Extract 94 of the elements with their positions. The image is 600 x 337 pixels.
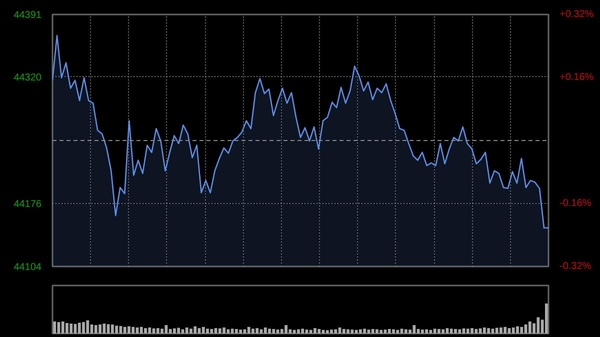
bar bbox=[247, 326, 250, 334]
y-tick-label: 44391 bbox=[14, 10, 42, 21]
y2-tick-label: -0.32% bbox=[560, 261, 592, 272]
bar bbox=[442, 329, 445, 334]
bar bbox=[172, 328, 176, 334]
bar bbox=[504, 326, 507, 334]
bar bbox=[396, 330, 400, 334]
bar bbox=[458, 329, 462, 334]
bar bbox=[516, 326, 519, 334]
bar bbox=[239, 330, 242, 334]
bar bbox=[210, 329, 214, 334]
bar bbox=[495, 328, 498, 334]
bar bbox=[420, 330, 424, 334]
bar bbox=[346, 329, 350, 334]
bar bbox=[350, 330, 354, 334]
bar bbox=[70, 324, 73, 334]
bar bbox=[544, 304, 548, 334]
bar bbox=[78, 322, 81, 334]
bar bbox=[412, 325, 416, 334]
bar bbox=[296, 329, 300, 334]
y2-tick-label: -0.16% bbox=[560, 198, 592, 209]
bar bbox=[234, 329, 238, 334]
y2-tick-label: +0.32% bbox=[560, 9, 594, 20]
bar bbox=[202, 326, 205, 334]
bar bbox=[256, 328, 259, 334]
bar bbox=[222, 328, 226, 334]
bar bbox=[380, 330, 383, 334]
bar bbox=[388, 329, 391, 334]
bar bbox=[280, 329, 284, 334]
bar bbox=[132, 326, 135, 334]
bar bbox=[194, 326, 197, 334]
bar bbox=[466, 328, 470, 334]
bar bbox=[98, 324, 102, 334]
bar bbox=[342, 329, 346, 334]
bar bbox=[272, 329, 276, 334]
bar bbox=[326, 330, 329, 334]
y-tick-label: 44104 bbox=[14, 262, 42, 273]
bar bbox=[474, 329, 478, 334]
bar bbox=[148, 328, 152, 334]
bar bbox=[128, 326, 130, 334]
bar bbox=[102, 324, 106, 334]
y-tick-label: 44176 bbox=[14, 198, 42, 210]
bar bbox=[392, 329, 395, 334]
bar bbox=[330, 330, 333, 334]
bar bbox=[156, 328, 160, 334]
bar bbox=[177, 328, 180, 334]
bar bbox=[404, 329, 408, 334]
bar bbox=[363, 328, 366, 334]
bar bbox=[82, 322, 85, 334]
bar bbox=[500, 328, 502, 334]
bar bbox=[185, 328, 188, 334]
bar bbox=[110, 324, 114, 334]
bar bbox=[264, 328, 267, 334]
bar bbox=[438, 329, 440, 334]
bar bbox=[53, 322, 56, 334]
bar bbox=[334, 329, 338, 334]
bar bbox=[450, 328, 453, 334]
bar bbox=[86, 320, 90, 334]
bar bbox=[536, 317, 540, 334]
bar bbox=[314, 328, 316, 334]
bar bbox=[160, 328, 164, 334]
bar bbox=[470, 328, 474, 334]
bar bbox=[371, 329, 374, 334]
bar bbox=[190, 328, 192, 334]
bar bbox=[226, 329, 230, 334]
bar bbox=[482, 328, 486, 334]
bar bbox=[94, 325, 98, 334]
bar bbox=[284, 325, 288, 334]
bar bbox=[376, 329, 378, 334]
bar bbox=[433, 328, 436, 334]
bar bbox=[61, 322, 64, 334]
y-tick-label: 44320 bbox=[14, 72, 42, 84]
bar bbox=[318, 329, 321, 334]
bar bbox=[425, 329, 428, 334]
bar bbox=[66, 323, 68, 334]
bar bbox=[301, 328, 304, 334]
bar bbox=[528, 322, 532, 334]
y2-tick-label: +0.16% bbox=[560, 72, 594, 83]
bar bbox=[454, 329, 457, 334]
bar bbox=[115, 326, 118, 334]
bar bbox=[140, 326, 143, 334]
bar bbox=[144, 328, 147, 334]
bar bbox=[288, 329, 292, 334]
bar bbox=[520, 326, 524, 334]
bar bbox=[487, 328, 490, 334]
bar bbox=[206, 328, 209, 334]
bar bbox=[123, 326, 126, 334]
bar bbox=[252, 328, 254, 334]
bar bbox=[309, 330, 312, 334]
bar bbox=[358, 329, 362, 334]
bar bbox=[164, 325, 168, 334]
bar bbox=[268, 328, 271, 334]
bar bbox=[512, 328, 515, 334]
bar bbox=[218, 328, 222, 334]
